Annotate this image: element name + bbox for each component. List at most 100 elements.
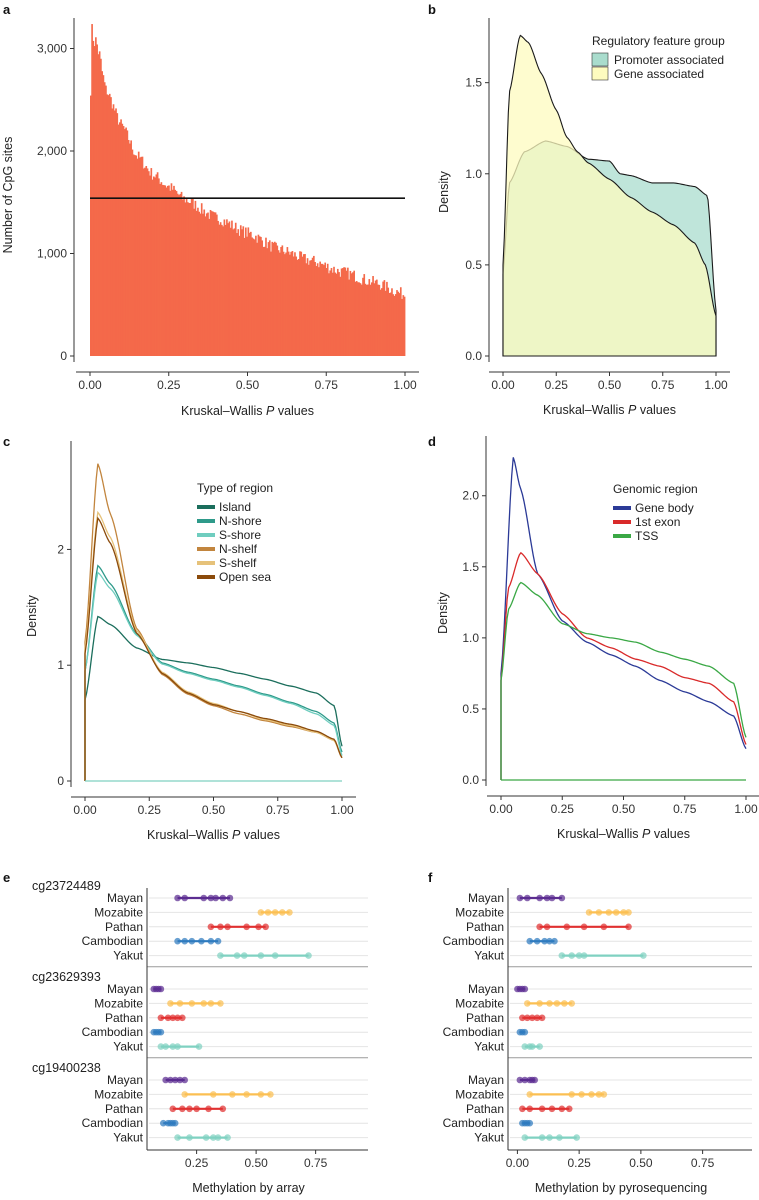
histogram-bar (262, 246, 265, 356)
histogram-bar (290, 251, 292, 356)
sample-point-yakut (217, 952, 224, 959)
sample-point-pathan (519, 1105, 526, 1113)
sample-point-mozabite (229, 1091, 236, 1098)
sample-point-yakut (202, 1134, 210, 1141)
histogram-bar (344, 267, 347, 356)
histogram-bar (120, 119, 122, 356)
y-tick-label: 1.5 (462, 560, 479, 574)
histogram-bar (90, 95, 92, 356)
histogram-bar (188, 203, 190, 356)
sample-point-cambodian (159, 1119, 167, 1127)
sample-point-yakut (233, 952, 241, 959)
histogram-bar (261, 240, 264, 356)
sample-point-mozabite (207, 1000, 215, 1007)
histogram-bar (166, 185, 169, 356)
histogram-bar (300, 251, 303, 356)
legend-item-island: Island (219, 500, 251, 514)
histogram-bar (260, 236, 262, 356)
histogram-bar (310, 260, 313, 356)
histogram-bar (309, 260, 311, 356)
histogram-bar (302, 254, 305, 356)
density-line-s-shelf (84, 510, 343, 781)
histogram-bar (244, 227, 247, 356)
histogram-bar (181, 199, 184, 356)
x-tick-label: 0.25 (138, 803, 162, 817)
histogram-bar (129, 143, 131, 356)
sample-point-yakut (538, 1134, 546, 1141)
x-tick-label: 0.25 (185, 1156, 209, 1170)
histogram-bar (180, 191, 183, 356)
histogram-bar (326, 263, 329, 356)
density-line-open-sea (84, 516, 343, 781)
x-axis-title: Kruskal–Wallis P values (147, 828, 280, 842)
histogram-bar (247, 227, 250, 356)
probe-label-cg23629393: cg23629393 (32, 970, 101, 984)
x-tick-label: 0.25 (551, 802, 575, 816)
histogram-bar (232, 229, 235, 356)
histogram-bar (387, 287, 390, 356)
sample-point-yakut (169, 1043, 177, 1050)
population-label-cambodian: Cambodian (82, 934, 143, 948)
sample-point-pathan (523, 1014, 531, 1022)
sample-point-pathan (219, 1105, 227, 1113)
density-line-island (84, 615, 343, 781)
histogram-bar (378, 284, 381, 356)
sample-point-pathan (548, 1105, 556, 1113)
histogram-bar (105, 85, 107, 356)
histogram-bar (238, 235, 241, 356)
histogram-bar (134, 155, 136, 356)
histogram-bar (179, 193, 182, 356)
x-axis-title: Kruskal–Wallis P values (181, 404, 314, 418)
histogram-bar (365, 284, 368, 356)
legend-title: Regulatory feature group (592, 34, 725, 48)
sample-point-yakut (174, 1134, 181, 1141)
histogram-bar (95, 37, 97, 356)
sample-point-pathan (157, 1014, 165, 1022)
histogram-bar (363, 274, 366, 356)
histogram-bar (325, 268, 328, 356)
histogram-bar (121, 123, 124, 357)
histogram-bar (397, 291, 400, 356)
histogram-bar (93, 46, 96, 357)
histogram-bar (394, 294, 397, 356)
histogram-bar (193, 208, 195, 356)
x-tick-label: 0.00 (73, 803, 97, 817)
sample-point-pathan (528, 1014, 536, 1022)
sample-point-pathan (179, 1105, 186, 1113)
y-tick-label: 0.0 (462, 773, 479, 787)
histogram-bar (96, 44, 98, 356)
sample-point-mayan (219, 894, 227, 902)
histogram-bar (101, 71, 103, 356)
sample-point-yakut (186, 1134, 193, 1141)
histogram-bar (202, 213, 204, 356)
histogram-bar (369, 284, 372, 356)
histogram-bar (203, 209, 206, 356)
panel-f-pyro-methylation: fMayanMozabitePathanCambodianYakutMayanM… (428, 870, 752, 1195)
histogram-bar (233, 228, 236, 356)
histogram-bar (200, 203, 203, 356)
sample-point-pathan (565, 1105, 573, 1113)
x-tick-label: 1.00 (704, 378, 728, 392)
legend-item-s-shore: S-shore (219, 528, 261, 542)
histogram-bar (314, 261, 316, 356)
sample-point-cambodian (526, 1119, 534, 1127)
x-axis-title: Kruskal–Wallis P values (557, 827, 690, 841)
histogram-bar (144, 167, 146, 356)
histogram-bar (250, 231, 252, 356)
histogram-bar (383, 280, 386, 356)
panel-label-b: b (428, 2, 436, 17)
sample-point-yakut (580, 952, 588, 959)
population-label-mozabite: Mozabite (94, 1087, 143, 1101)
panel-label-d: d (428, 434, 436, 449)
population-label-mayan: Mayan (468, 1073, 504, 1087)
population-label-yakut: Yakut (474, 1131, 504, 1145)
histogram-bar (306, 258, 309, 356)
histogram-bar (199, 213, 202, 356)
panel-label-e: e (3, 870, 10, 885)
sample-point-cambodian (171, 1119, 179, 1127)
sample-point-mozabite (568, 1091, 576, 1098)
sample-point-cambodian (551, 937, 558, 945)
sample-point-yakut (556, 1134, 563, 1141)
histogram-bar (282, 251, 285, 356)
histogram-bar (272, 242, 275, 356)
